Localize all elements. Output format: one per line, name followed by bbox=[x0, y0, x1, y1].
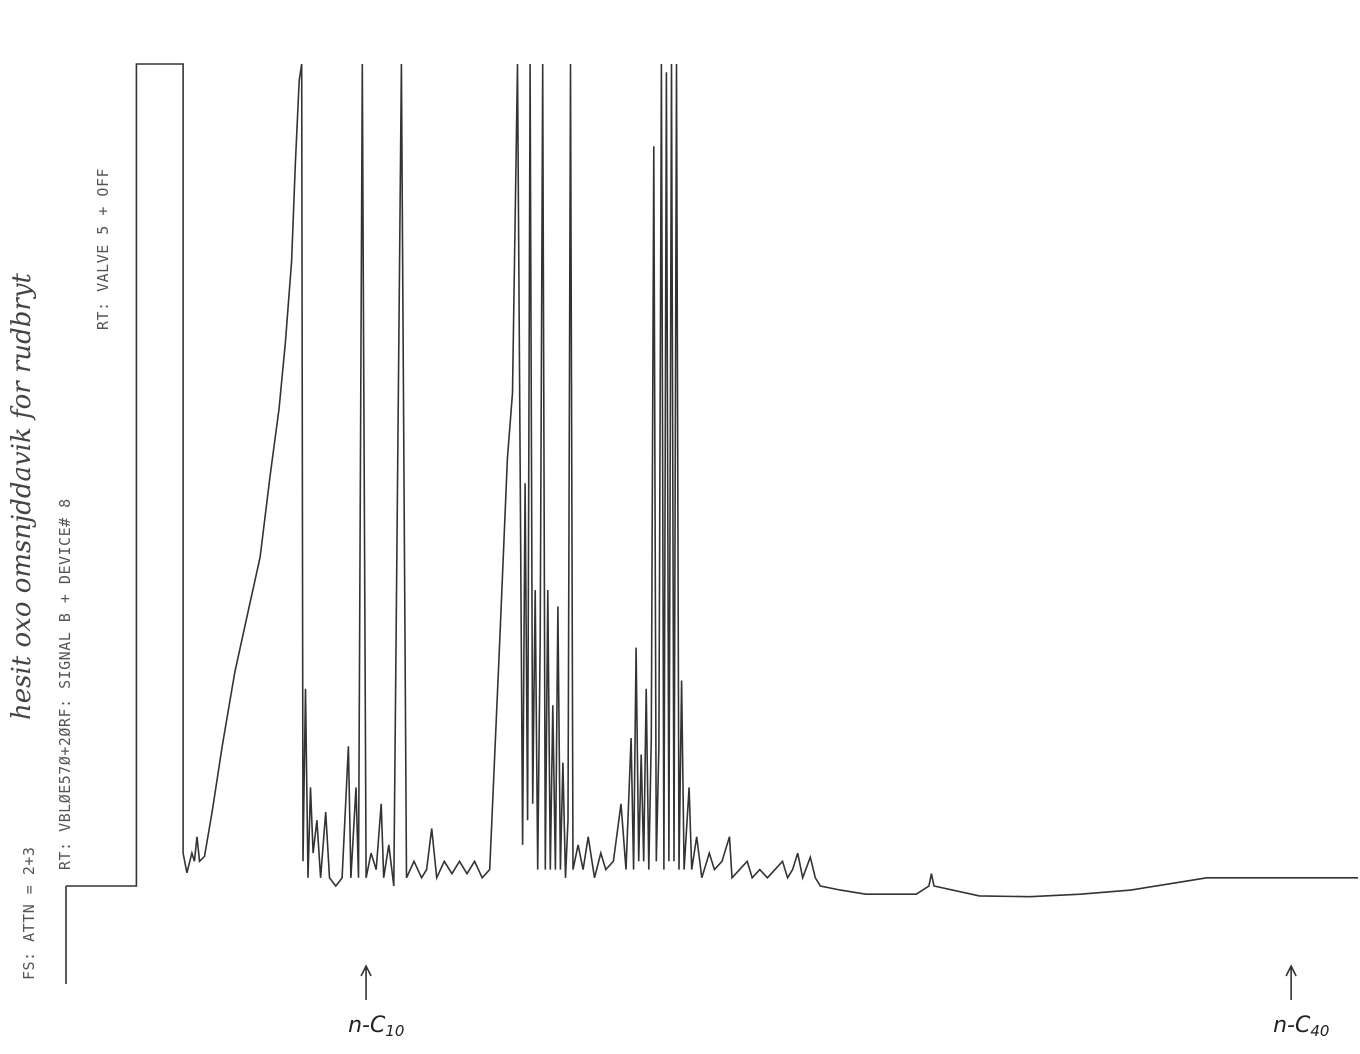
marker-arrow-icon bbox=[360, 964, 372, 1000]
printer-valve-line: RT: VALVE 5 + OFF bbox=[94, 168, 112, 330]
signal-trace bbox=[96, 63, 1358, 898]
handwritten-note: hesit oxo omsnjddavik for rudbryt bbox=[7, 272, 37, 720]
marker-group: n-C10 n-C40 bbox=[348, 964, 1329, 1040]
printer-attn-line: FS: ATTN = 2+3 bbox=[20, 847, 38, 980]
printer-signal-line: RT: VBLØE57Ø+2ØRF: SIGNAL B + DEVICE# 8 bbox=[56, 498, 74, 870]
marker-arrow-icon bbox=[1285, 964, 1297, 1000]
marker-n-c10: n-C10 bbox=[348, 964, 404, 1040]
marker-label: n-C10 bbox=[348, 1013, 404, 1040]
marker-label: n-C40 bbox=[1273, 1013, 1329, 1040]
marker-n-c40: n-C40 bbox=[1273, 964, 1329, 1040]
